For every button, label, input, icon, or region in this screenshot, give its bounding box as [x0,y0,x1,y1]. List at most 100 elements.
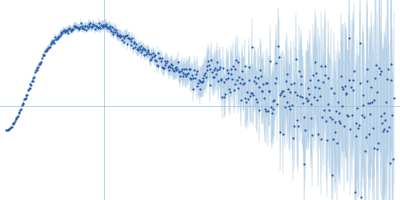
Point [148,58,154,61]
Point [52,35,58,38]
Point [192,76,198,79]
Point [303,97,309,100]
Point [387,79,394,82]
Point [164,65,171,68]
Point [121,36,128,40]
Point [373,63,379,66]
Point [224,68,230,71]
Point [264,81,270,84]
Point [279,89,285,92]
Point [235,86,242,89]
Point [243,100,249,103]
Point [35,65,41,68]
Point [48,42,54,45]
Point [192,72,199,75]
Point [308,116,314,119]
Point [358,195,364,199]
Point [16,110,23,113]
Point [313,71,319,74]
Point [300,115,307,118]
Point [30,76,37,80]
Point [360,104,367,107]
Point [343,92,350,95]
Point [46,46,53,49]
Point [34,66,40,69]
Point [122,35,128,38]
Point [20,101,26,105]
Point [271,99,277,102]
Point [96,21,102,24]
Point [8,125,14,128]
Point [380,127,387,130]
Point [26,86,33,89]
Point [46,45,52,49]
Point [202,71,208,75]
Point [217,79,224,82]
Point [295,124,302,127]
Point [262,107,268,110]
Point [310,96,317,99]
Point [334,141,340,144]
Point [387,162,393,165]
Point [106,26,112,29]
Point [311,85,318,88]
Point [102,23,109,26]
Point [260,83,266,86]
Point [324,102,331,105]
Point [134,48,140,51]
Point [38,60,44,64]
Point [251,80,257,83]
Point [171,69,177,72]
Point [297,83,304,86]
Point [225,71,232,75]
Point [354,106,360,110]
Point [54,37,61,40]
Point [362,136,369,139]
Point [368,86,374,89]
Point [17,108,24,111]
Point [88,26,95,29]
Point [55,36,62,39]
Point [262,82,269,85]
Point [154,51,161,54]
Point [283,73,290,76]
Point [148,52,155,55]
Point [382,118,388,121]
Point [293,57,299,60]
Point [11,121,17,124]
Point [60,28,67,32]
Point [162,63,168,66]
Point [40,53,46,56]
Point [376,67,382,70]
Point [267,59,274,62]
Point [374,90,380,93]
Point [241,82,247,85]
Point [200,76,206,80]
Point [325,77,332,80]
Point [110,32,117,35]
Point [182,75,189,78]
Point [97,27,104,30]
Point [186,67,192,70]
Point [335,120,342,123]
Point [367,113,374,116]
Point [234,79,240,82]
Point [268,105,274,108]
Point [275,44,281,47]
Point [27,83,34,86]
Point [316,87,322,90]
Point [41,53,48,56]
Point [40,54,47,57]
Point [145,49,152,52]
Point [220,80,227,83]
Point [205,60,211,63]
Point [197,80,204,83]
Point [253,97,260,100]
Point [258,89,265,92]
Point [71,25,77,28]
Point [72,24,78,27]
Point [50,40,56,43]
Point [261,97,267,100]
Point [236,76,242,79]
Point [69,28,76,31]
